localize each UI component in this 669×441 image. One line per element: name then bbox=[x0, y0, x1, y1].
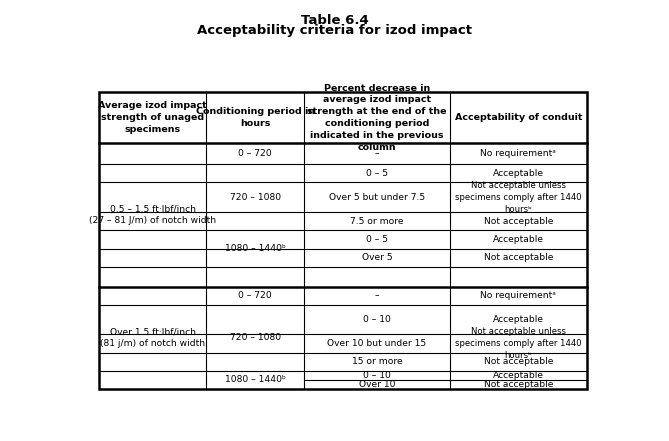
Text: Acceptability criteria for izod impact: Acceptability criteria for izod impact bbox=[197, 24, 472, 37]
Text: 0 – 10: 0 – 10 bbox=[363, 371, 391, 380]
Text: Conditioning period in
hours: Conditioning period in hours bbox=[195, 107, 314, 128]
Text: No requirementᵃ: No requirementᵃ bbox=[480, 149, 556, 158]
Text: Not acceptable: Not acceptable bbox=[484, 357, 553, 366]
Text: 0 – 720: 0 – 720 bbox=[238, 291, 272, 300]
Text: Average izod impact
strength of unaged
specimens: Average izod impact strength of unaged s… bbox=[98, 101, 207, 134]
Text: Acceptable: Acceptable bbox=[493, 169, 544, 178]
Text: 0 – 5: 0 – 5 bbox=[366, 169, 388, 178]
Text: Not acceptable: Not acceptable bbox=[484, 217, 553, 226]
Text: Over 10 but under 15: Over 10 but under 15 bbox=[327, 339, 427, 348]
Text: –: – bbox=[375, 291, 379, 300]
Text: 0 – 5: 0 – 5 bbox=[366, 235, 388, 244]
Text: 720 – 1080: 720 – 1080 bbox=[229, 193, 281, 202]
Text: 0.5 – 1.5 ft·lbf/inch
(27 – 81 J/m) of notch width: 0.5 – 1.5 ft·lbf/inch (27 – 81 J/m) of n… bbox=[89, 205, 216, 225]
Text: Table 6.4: Table 6.4 bbox=[300, 14, 369, 27]
Text: Acceptable: Acceptable bbox=[493, 235, 544, 244]
Text: Over 5: Over 5 bbox=[362, 253, 392, 262]
Text: Over 1.5 ft·lbf/inch
(81 j/m) of notch width: Over 1.5 ft·lbf/inch (81 j/m) of notch w… bbox=[100, 327, 205, 348]
Text: Not acceptable unless
specimens comply after 1440
hoursᵇ: Not acceptable unless specimens comply a… bbox=[455, 327, 581, 360]
Text: –: – bbox=[375, 149, 379, 158]
Text: 1080 – 1440ᵇ: 1080 – 1440ᵇ bbox=[225, 375, 286, 385]
Text: 0 – 10: 0 – 10 bbox=[363, 315, 391, 324]
Text: Not acceptable: Not acceptable bbox=[484, 253, 553, 262]
Text: 1080 – 1440ᵇ: 1080 – 1440ᵇ bbox=[225, 244, 286, 253]
Bar bbox=[99, 92, 587, 389]
Text: 7.5 or more: 7.5 or more bbox=[351, 217, 403, 226]
Text: Over 5 but under 7.5: Over 5 but under 7.5 bbox=[329, 193, 425, 202]
Text: Over 10: Over 10 bbox=[359, 380, 395, 389]
Text: No requirementᵃ: No requirementᵃ bbox=[480, 291, 556, 300]
Text: Acceptability of conduit: Acceptability of conduit bbox=[454, 113, 582, 122]
Text: Acceptable: Acceptable bbox=[493, 315, 544, 324]
Text: Acceptable: Acceptable bbox=[493, 371, 544, 380]
Text: 720 – 1080: 720 – 1080 bbox=[229, 333, 281, 342]
Text: Not acceptable: Not acceptable bbox=[484, 380, 553, 389]
Text: Not acceptable unless
specimens comply after 1440
hoursᵇ: Not acceptable unless specimens comply a… bbox=[455, 181, 581, 213]
Text: 15 or more: 15 or more bbox=[352, 357, 402, 366]
Text: Percent decrease in
average izod impact
strength at the end of the
conditioning : Percent decrease in average izod impact … bbox=[307, 84, 447, 152]
Text: 0 – 720: 0 – 720 bbox=[238, 149, 272, 158]
